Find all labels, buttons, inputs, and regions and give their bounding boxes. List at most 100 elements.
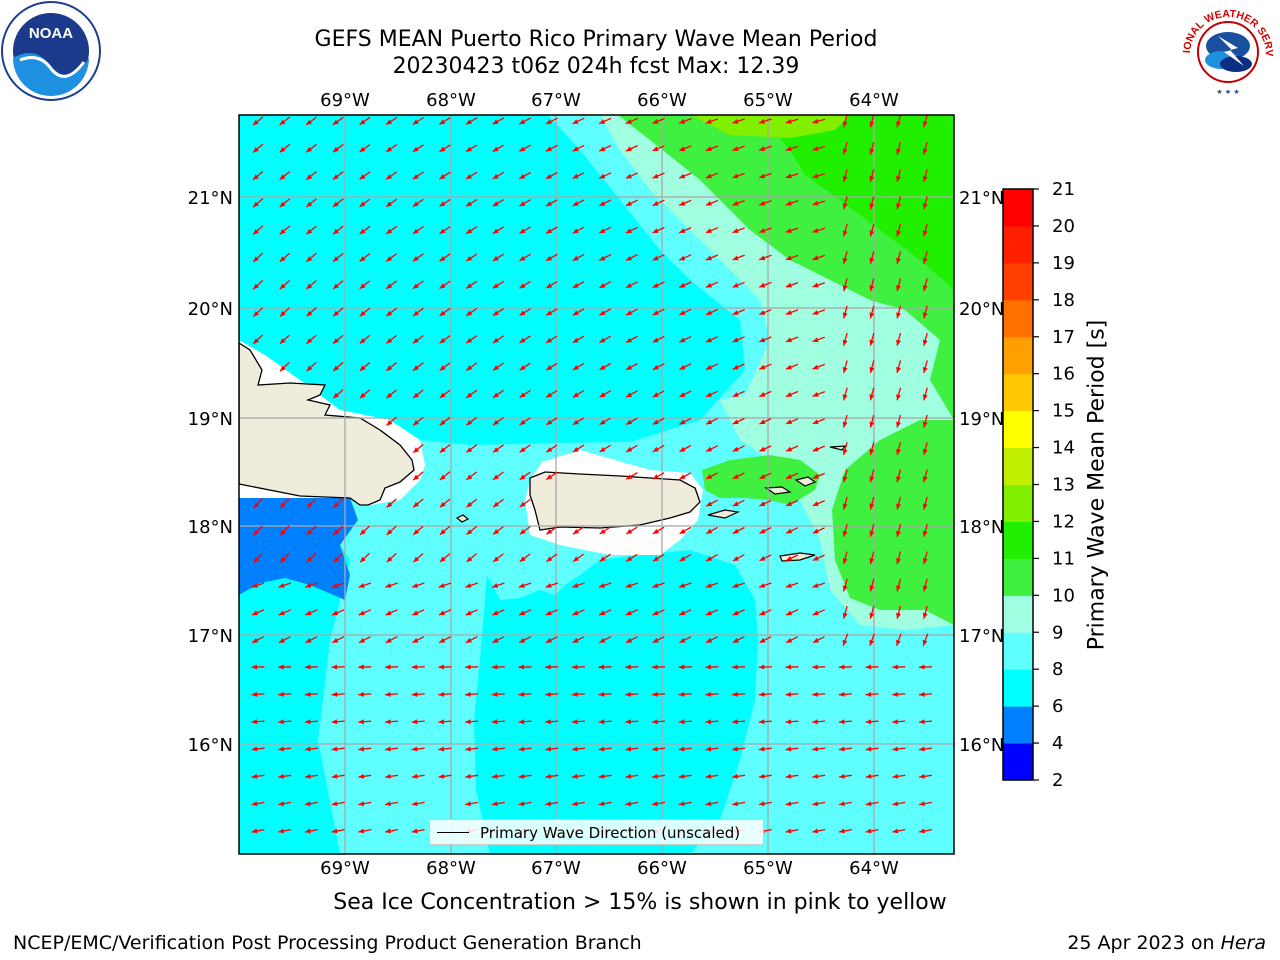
wave-arrow-head <box>358 583 365 588</box>
wave-arrow-head <box>439 174 446 180</box>
wave-arrow-head <box>252 637 259 643</box>
wave-arrow-head <box>759 228 766 233</box>
wave-arrow-head <box>279 119 286 125</box>
colorbar-title: Primary Wave Mean Period [s] <box>1084 319 1110 651</box>
wave-arrow-head <box>896 394 901 401</box>
wave-arrow-head <box>785 583 792 588</box>
wave-arrow-head <box>546 173 552 179</box>
wave-arrow-head <box>385 828 391 834</box>
colorbar-tick-label: 15 <box>1052 401 1075 422</box>
colorbar-segment <box>1003 189 1033 227</box>
wave-arrow-head <box>439 283 446 289</box>
wave-arrow-head <box>333 365 339 371</box>
wave-arrow-head <box>466 119 472 125</box>
wave-arrow-head <box>785 746 792 752</box>
wave-arrow-head <box>625 746 632 752</box>
wave-arrow-head <box>812 501 819 506</box>
wave-arrow-head <box>922 421 928 428</box>
wave-arrow-head <box>786 556 793 561</box>
wave-arrow-head <box>439 529 446 535</box>
wave-arrow-head <box>385 719 391 725</box>
map-legend: Primary Wave Direction (unscaled) <box>429 819 764 845</box>
wave-arrow-head <box>732 228 739 233</box>
colorbar-segment <box>1003 299 1033 338</box>
wave-arrow-head <box>869 558 875 565</box>
wave-arrow-head <box>842 612 848 619</box>
wave-arrow-head <box>758 746 765 752</box>
wave-arrow-head <box>252 610 259 616</box>
lat-label-right: 16°N <box>959 735 1004 756</box>
wave-arrow-head <box>306 283 313 289</box>
wave-arrow-head <box>678 719 685 725</box>
wave-arrow-head <box>439 201 446 207</box>
colorbar-segment <box>1003 669 1033 707</box>
wave-arrow-head <box>812 392 819 397</box>
wave-arrow-head <box>251 583 258 588</box>
wave-arrow-head <box>652 610 659 616</box>
wave-arrow-head <box>869 175 875 182</box>
wave-arrow-head <box>304 746 311 752</box>
wave-arrow-head <box>518 719 525 725</box>
graticule <box>239 115 954 854</box>
wave-arrow-head <box>546 255 553 261</box>
wave-arrow-head <box>466 392 473 398</box>
wave-arrow-head <box>812 228 819 233</box>
wave-arrow-head <box>652 283 659 288</box>
wave-arrow-head <box>385 801 391 807</box>
wave-arrow-head <box>922 585 928 592</box>
wave-arrow-head <box>306 119 313 125</box>
wave-arrow-head <box>333 529 340 535</box>
wave-arrow-head <box>759 528 766 534</box>
chart-subtitle: 20230423 t06z 024h fcst Max: 12.39 <box>392 54 800 79</box>
colorbar-segment <box>1003 558 1033 596</box>
wave-arrow-head <box>358 691 364 697</box>
wave-arrow-head <box>546 310 553 316</box>
wave-arrow-head <box>732 173 739 179</box>
wave-arrow-head <box>572 610 579 616</box>
wave-arrow-head <box>785 664 792 670</box>
wave-arrow-head <box>759 419 766 424</box>
wave-arrow-head <box>732 773 738 779</box>
wave-arrow-head <box>386 228 393 234</box>
wave-arrow-head <box>466 337 473 344</box>
wave-arrow-head <box>922 339 928 346</box>
wave-arrow-head <box>732 310 739 315</box>
wave-arrow-head <box>652 474 659 480</box>
wave-arrow-head <box>865 801 872 807</box>
wave-arrow-head <box>869 585 875 592</box>
wave-arrow-head <box>545 664 551 670</box>
wave-arrow-head <box>438 664 444 670</box>
wave-arrow-head <box>705 801 712 807</box>
wave-arrow-head <box>304 664 311 670</box>
wave-arrow-head <box>705 664 711 670</box>
wave-arrow-head <box>625 146 632 151</box>
wave-arrow-head <box>732 801 738 807</box>
wave-arrow-head <box>758 719 765 725</box>
wave-arrow-head <box>892 801 899 807</box>
wave-arrow-head <box>896 476 901 483</box>
wave-arrow-head <box>572 310 579 316</box>
wave-arrow-head <box>411 801 418 807</box>
wave-arrow-head <box>465 719 471 725</box>
wave-arrow-head <box>439 146 446 152</box>
noaa-logo-text: NOAA <box>29 25 73 42</box>
wave-arrow-head <box>922 367 928 373</box>
wave-arrow-head <box>572 801 578 807</box>
wave-arrow-head <box>896 503 901 510</box>
wave-arrow-head <box>519 474 526 480</box>
wave-arrow-head <box>812 773 818 779</box>
footer-branch: NCEP/EMC/Verification Post Processing Pr… <box>13 932 642 954</box>
wave-arrow-head <box>573 529 579 535</box>
wave-arrow-head <box>706 501 713 507</box>
wave-arrow-head <box>518 664 525 670</box>
sea-ice-note: Sea Ice Concentration > 15% is shown in … <box>333 890 947 915</box>
wave-arrow-head <box>732 610 739 616</box>
wave-arrow-head <box>358 719 364 725</box>
wave-arrow-head <box>386 365 393 371</box>
wave-arrow-head <box>812 419 819 424</box>
wave-arrow-head <box>842 639 848 646</box>
wave-arrow-head <box>306 365 313 372</box>
wave-arrow-head <box>519 283 526 289</box>
wave-arrow-head <box>919 828 925 834</box>
wave-arrow-head <box>253 147 259 153</box>
